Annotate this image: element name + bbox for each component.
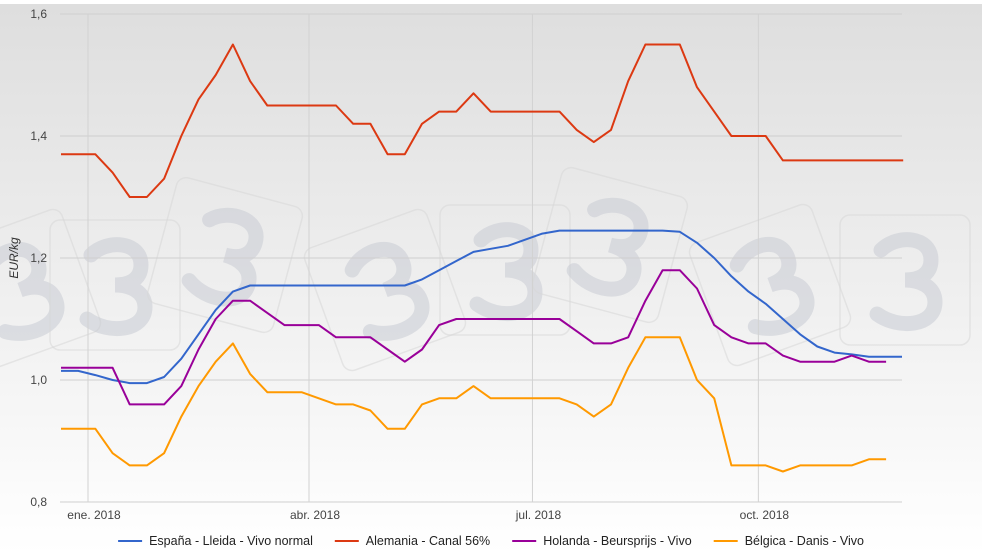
legend-label: Bélgica - Danis - Vivo <box>745 534 864 548</box>
watermark-glyph-icon <box>344 241 430 341</box>
watermark-logo <box>839 214 971 346</box>
watermark-logo <box>531 166 689 324</box>
x-tick-label: ene. 2018 <box>67 508 121 522</box>
y-axis-ticks: 0,8 1,0 1,2 1,4 1,6 <box>30 7 47 509</box>
watermark-frame <box>0 208 102 372</box>
legend: España - Lleida - Vivo normal Alemania - … <box>118 534 864 548</box>
watermark-logo <box>688 203 852 367</box>
watermark-frame <box>303 208 467 372</box>
series-line-2 <box>61 43 904 198</box>
legend-label: Holanda - Beursprijs - Vivo <box>543 534 691 548</box>
watermark-glyph-icon <box>469 222 543 322</box>
legend-label: España - Lleida - Vivo normal <box>149 534 313 548</box>
watermark-logo <box>303 208 467 372</box>
watermark-frame <box>531 166 689 324</box>
legend-label: Alemania - Canal 56% <box>366 534 490 548</box>
y-tick-label: 0,8 <box>30 495 47 509</box>
y-tick-label: 1,6 <box>30 7 47 21</box>
y-tick-label: 1,0 <box>30 373 47 387</box>
chart-background <box>0 4 982 554</box>
y-tick-label: 1,2 <box>30 251 47 265</box>
series-line-1 <box>61 229 902 385</box>
watermark-frame <box>839 214 971 346</box>
x-tick-label: abr. 2018 <box>290 508 340 522</box>
y-tick-label: 1,4 <box>30 129 47 143</box>
watermark-frame <box>688 203 852 367</box>
watermark-frame <box>146 176 304 334</box>
watermark-logo <box>146 176 304 334</box>
watermark-layer <box>0 166 971 372</box>
legend-item: España - Lleida - Vivo normal <box>118 534 313 548</box>
legend-item: Bélgica - Danis - Vivo <box>713 534 864 548</box>
x-axis-ticks: ene. 2018 abr. 2018 jul. 2018 oct. 2018 <box>67 508 789 522</box>
series-lines <box>61 43 904 473</box>
x-tick-label: jul. 2018 <box>515 508 562 522</box>
watermark-glyph-icon <box>566 197 649 297</box>
y-axis-label: EUR/kg <box>7 237 21 279</box>
x-tick-label: oct. 2018 <box>740 508 790 522</box>
watermark-logo <box>49 219 181 351</box>
legend-item: Alemania - Canal 56% <box>334 534 490 548</box>
watermark-glyph-icon <box>729 236 815 336</box>
legend-item: Holanda - Beursprijs - Vivo <box>512 534 692 548</box>
watermark-glyph-icon <box>181 207 264 307</box>
watermark-glyph-icon <box>869 232 943 332</box>
series-line-3 <box>61 269 887 406</box>
watermark-glyph-icon <box>79 237 153 337</box>
watermark-frame <box>49 219 181 351</box>
series-line-4 <box>61 336 887 473</box>
